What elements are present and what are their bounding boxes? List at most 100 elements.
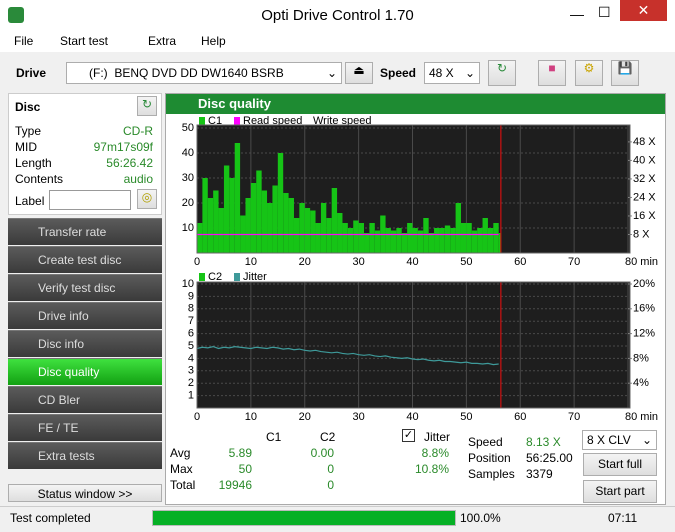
x-tick-label: 30 bbox=[353, 411, 365, 423]
info-value: 3379 bbox=[526, 467, 553, 481]
menu-item[interactable]: Extra bbox=[148, 34, 177, 48]
x-tick-label: 80 min bbox=[625, 411, 658, 423]
bar bbox=[293, 218, 300, 253]
y2-tick-label: 20% bbox=[633, 278, 655, 290]
nav-button[interactable]: FE / TE bbox=[8, 414, 162, 441]
stats-cell: Max bbox=[170, 462, 193, 476]
jitter-label: Jitter bbox=[424, 430, 451, 444]
nav-button[interactable]: Drive info bbox=[8, 302, 162, 329]
nav-button[interactable]: Disc info bbox=[8, 330, 162, 357]
bar bbox=[434, 228, 440, 253]
nav-button[interactable]: CD Bler bbox=[8, 386, 162, 413]
nav-button[interactable]: Extra tests bbox=[8, 442, 162, 469]
menu-item[interactable]: File bbox=[14, 34, 34, 48]
status-bar: Test completed 100.0% 07:11 bbox=[0, 506, 675, 532]
speed-select[interactable]: 48 X ⌄ bbox=[424, 62, 480, 84]
y-tick-label: 40 bbox=[182, 147, 194, 159]
info-value: 8.13 X bbox=[526, 435, 561, 449]
info-value: 56:25.00 bbox=[526, 451, 573, 465]
bar bbox=[320, 203, 327, 253]
stats-cell: 8.8% bbox=[421, 446, 449, 460]
test-speed-value: 8 X CLV bbox=[587, 433, 631, 447]
nav-button[interactable]: Create test disc bbox=[8, 246, 162, 273]
label-input[interactable] bbox=[49, 190, 131, 210]
bar bbox=[466, 223, 472, 253]
stats-cell: Avg bbox=[170, 446, 191, 460]
legend-label: Jitter bbox=[243, 271, 267, 283]
start-full-button[interactable]: Start full bbox=[583, 453, 657, 476]
bar bbox=[304, 208, 311, 253]
bar bbox=[218, 208, 224, 253]
bar bbox=[444, 225, 451, 253]
bar bbox=[261, 190, 268, 253]
legend-label: Read speed bbox=[243, 115, 302, 127]
field-name: Type bbox=[15, 124, 42, 138]
stats-cell: 0 bbox=[327, 478, 334, 492]
x-tick-label: 10 bbox=[245, 256, 257, 268]
bar bbox=[423, 218, 429, 253]
x-tick-label: 40 bbox=[406, 256, 418, 268]
refresh-button[interactable]: ↻ bbox=[488, 60, 516, 86]
y-tick-label: 5 bbox=[188, 340, 194, 352]
drive-select[interactable]: (F:) BENQ DVD DD DW1640 BSRB ⌄ bbox=[66, 62, 342, 84]
speed-value: 48 X bbox=[429, 66, 454, 80]
bar bbox=[326, 218, 332, 253]
progress-track bbox=[152, 510, 456, 526]
eject-button[interactable]: ⏏ bbox=[345, 62, 373, 84]
y-tick-label: 20 bbox=[182, 197, 194, 209]
menu-item[interactable]: Help bbox=[201, 34, 226, 48]
progress-label: 100.0% bbox=[460, 511, 501, 525]
legend-label: C2 bbox=[208, 271, 222, 283]
minimize[interactable]: — bbox=[570, 6, 584, 22]
status-window-button[interactable]: Status window >> bbox=[8, 484, 162, 502]
x-tick-label: 20 bbox=[299, 411, 311, 423]
jitter-checkbox[interactable]: ✓ bbox=[402, 429, 415, 442]
field-value: CD-R bbox=[123, 124, 153, 138]
bar bbox=[277, 153, 284, 253]
save-button[interactable]: 💾 bbox=[611, 60, 639, 86]
bar bbox=[390, 230, 397, 253]
bar bbox=[455, 203, 461, 253]
app-icon bbox=[8, 7, 24, 23]
bar bbox=[401, 233, 408, 253]
bar bbox=[256, 170, 262, 253]
erase-button[interactable]: ■ bbox=[538, 60, 566, 86]
test-speed-select[interactable]: 8 X CLV ⌄ bbox=[582, 430, 657, 450]
toolbar: Drive (F:) BENQ DVD DD DW1640 BSRB ⌄ ⏏ Sp… bbox=[0, 56, 675, 90]
bar bbox=[369, 223, 375, 253]
status-text: Test completed bbox=[10, 511, 91, 525]
stats-header: C2 bbox=[320, 430, 336, 444]
bar bbox=[197, 223, 203, 253]
x-tick-label: 0 bbox=[194, 256, 200, 268]
title-bar: Opti Drive Control 1.70 — ☐ ✕ bbox=[0, 0, 675, 30]
bar bbox=[213, 190, 219, 253]
bar bbox=[299, 203, 305, 253]
bar bbox=[487, 228, 494, 253]
y2-tick-label: 32 X bbox=[633, 173, 656, 185]
start-part-button[interactable]: Start part bbox=[583, 480, 657, 503]
nav-button[interactable]: Disc quality bbox=[8, 358, 162, 385]
bar bbox=[493, 223, 499, 253]
label-button[interactable]: ◎ bbox=[137, 189, 157, 209]
y-tick-label: 8 bbox=[188, 303, 194, 315]
bar bbox=[288, 198, 294, 253]
y2-tick-label: 24 X bbox=[633, 191, 656, 203]
bar bbox=[234, 143, 241, 253]
settings-button[interactable]: ⚙ bbox=[575, 60, 603, 86]
bar bbox=[358, 223, 365, 253]
bar bbox=[202, 178, 208, 253]
maximize[interactable]: ☐ bbox=[598, 4, 611, 20]
bar bbox=[428, 233, 435, 253]
bar bbox=[283, 193, 289, 253]
menu-item[interactable]: Start test bbox=[60, 34, 109, 48]
field-name: Length bbox=[15, 156, 52, 170]
disc-refresh[interactable]: ↻ bbox=[137, 96, 157, 116]
bar bbox=[223, 165, 230, 253]
bar bbox=[396, 228, 402, 253]
drive-label: Drive bbox=[16, 66, 47, 80]
legend-swatch bbox=[199, 117, 205, 125]
nav-button[interactable]: Transfer rate bbox=[8, 218, 162, 245]
nav-button[interactable]: Verify test disc bbox=[8, 274, 162, 301]
close[interactable]: ✕ bbox=[620, 0, 667, 21]
